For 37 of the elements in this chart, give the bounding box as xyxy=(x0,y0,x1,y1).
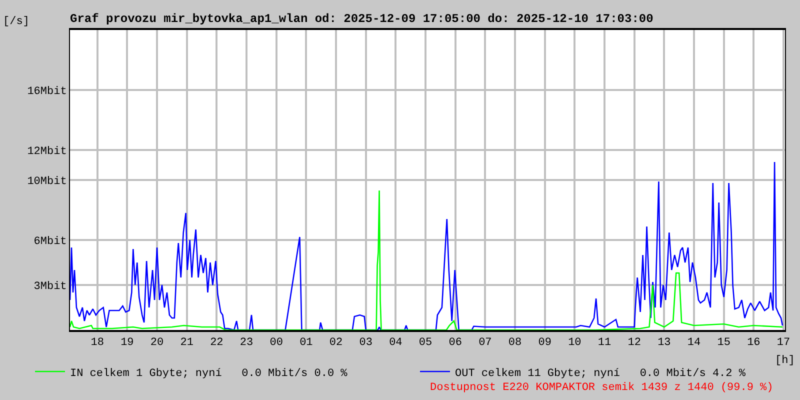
x-tick-label: 08 xyxy=(508,337,522,350)
y-axis-title: [/s] xyxy=(3,16,30,28)
x-tick-label: 17 xyxy=(776,337,790,350)
line-series xyxy=(70,190,784,330)
legend-label: IN celkem 1 Gbyte; nyní 0.0 Mbit/s 0.0 % xyxy=(70,368,348,380)
chart-title: Graf provozu mir_bytovka_ap1_wlan od: 2025-12-09 17:05:00 do: 2025-12-10 17:03:00 xyxy=(70,12,654,26)
y-tick-label: 12Mbit xyxy=(27,146,67,158)
text: Dostupnost E220 KOMPAKTOR semik 1439 z 1440 (99.9 %) xyxy=(430,382,774,394)
x-tick-label: 00 xyxy=(270,337,283,350)
x-tick-label: 22 xyxy=(210,337,224,350)
x-tick-label: 21 xyxy=(180,337,194,350)
y-tick-label: 16Mbit xyxy=(27,86,67,98)
x-tick-label: 04 xyxy=(389,337,403,350)
x-tick-label: 20 xyxy=(150,337,164,350)
x-tick-label: 13 xyxy=(658,337,671,350)
x-tick-label: 07 xyxy=(478,337,492,350)
x-tick-label: 10 xyxy=(568,337,582,350)
y-tick-label: 3Mbit xyxy=(34,280,67,293)
x-tick-label: 15 xyxy=(717,337,730,350)
x-tick-label: 18 xyxy=(90,337,104,350)
x-tick-label: 02 xyxy=(329,337,343,350)
x-tick-label: 12 xyxy=(628,337,641,350)
x-tick-label: 01 xyxy=(300,337,314,350)
y-tick-label: 6Mbit xyxy=(34,236,67,248)
x-tick-label: 14 xyxy=(687,337,702,350)
legend-label: OUT celkem 11 Gbyte; nyní 0.0 Mbit/s 4.2 % xyxy=(455,368,746,380)
x-tick-label: 23 xyxy=(240,337,254,350)
x-tick-label: 16 xyxy=(747,337,760,350)
x-tick-label: 06 xyxy=(448,337,462,350)
x-tick-label: 19 xyxy=(120,337,134,350)
line-series xyxy=(70,161,784,330)
y-tick-label: 10Mbit xyxy=(27,176,67,188)
x-axis-title: [h] xyxy=(775,355,795,367)
x-tick-label: 05 xyxy=(418,337,432,350)
x-tick-label: 09 xyxy=(538,337,552,350)
x-tick-label: 03 xyxy=(359,337,372,350)
x-tick-label: 11 xyxy=(598,337,612,350)
